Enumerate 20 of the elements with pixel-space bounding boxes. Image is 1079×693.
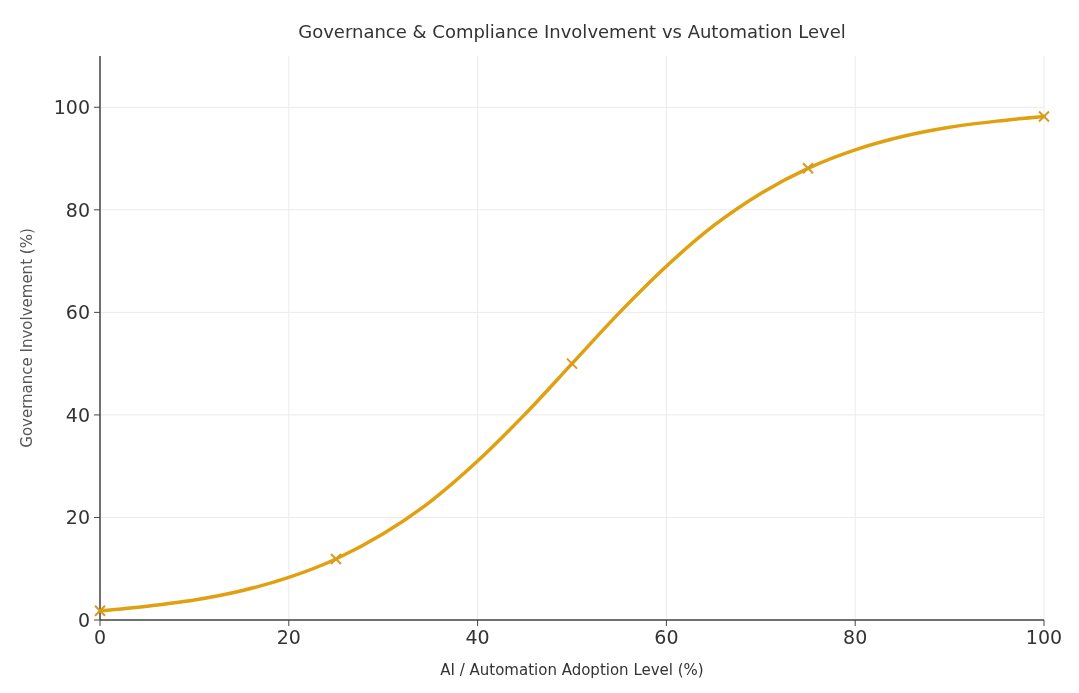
x-tick-label: 80 [843,626,868,648]
y-tick-label: 100 [53,96,90,119]
x-tick-label: 40 [465,626,490,648]
y-tick-label: 20 [65,506,90,529]
x-tick-label: 0 [93,626,107,648]
point [94,604,106,617]
x-tick-label: 20 [276,626,301,648]
y-axis-title: Governance Involvement (%) [18,228,36,448]
y-tick-label: 40 [65,403,90,426]
point [330,552,342,565]
point [1038,110,1050,123]
x-tick-label: 100 [1025,626,1063,648]
point [802,162,814,175]
point [566,357,578,370]
x-tick-label: 60 [654,626,679,648]
chart-title: Governance & Compliance Involvement vs Automation Level [298,21,846,42]
x-axis-title: AI / Automation Adoption Level (%) [440,661,704,679]
y-tick-label: 0 [77,609,90,631]
y-tick-label: 80 [65,198,90,221]
y-tick-label: 60 [65,301,90,324]
